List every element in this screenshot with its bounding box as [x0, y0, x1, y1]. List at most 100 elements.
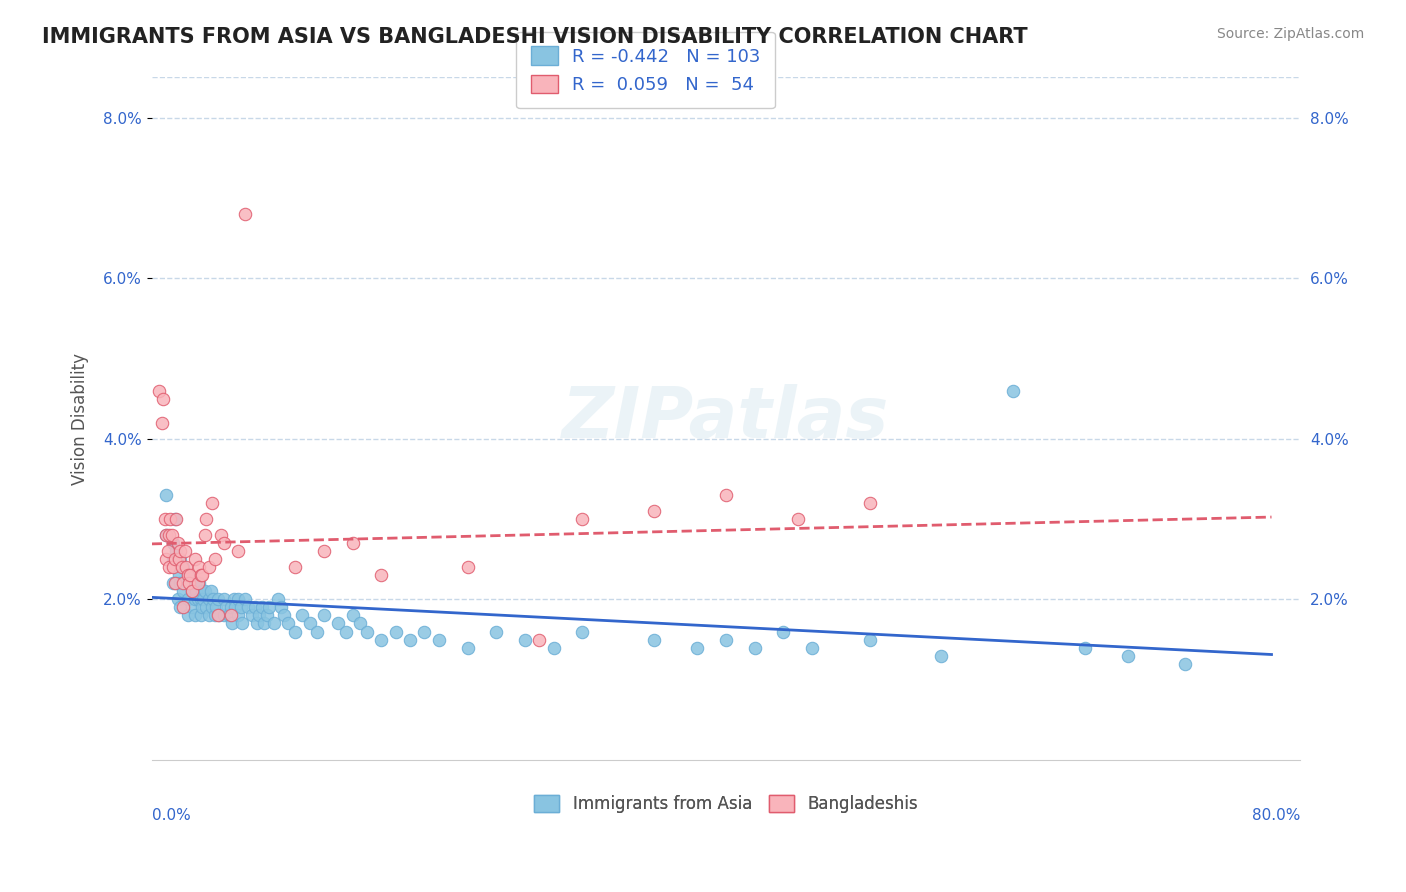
Point	[233, 207, 256, 221]
Point	[152, 392, 174, 406]
Point	[370, 632, 392, 647]
Point	[184, 592, 207, 607]
Text: 80.0%: 80.0%	[1251, 808, 1301, 823]
Point	[267, 592, 290, 607]
Point	[212, 536, 235, 550]
Point	[233, 592, 256, 607]
Point	[166, 592, 188, 607]
Point	[163, 552, 186, 566]
Point	[155, 552, 177, 566]
Point	[312, 544, 335, 558]
Point	[328, 616, 350, 631]
Point	[273, 608, 295, 623]
Point	[177, 576, 200, 591]
Point	[270, 600, 292, 615]
Point	[513, 632, 536, 647]
Point	[174, 560, 197, 574]
Point	[187, 576, 209, 591]
Point	[200, 584, 222, 599]
Point	[399, 632, 422, 647]
Point	[165, 544, 187, 558]
Point	[205, 600, 228, 615]
Point	[226, 544, 249, 558]
Point	[219, 608, 242, 623]
Point	[212, 608, 235, 623]
Point	[163, 512, 186, 526]
Point	[181, 584, 204, 599]
Point	[215, 600, 238, 615]
Point	[155, 528, 177, 542]
Point	[177, 576, 200, 591]
Point	[253, 616, 276, 631]
Point	[571, 624, 593, 639]
Point	[243, 600, 266, 615]
Point	[457, 640, 479, 655]
Point	[169, 544, 191, 558]
Point	[202, 592, 225, 607]
Point	[786, 512, 808, 526]
Point	[226, 592, 249, 607]
Point	[714, 488, 737, 502]
Point	[413, 624, 436, 639]
Point	[356, 624, 378, 639]
Point	[172, 584, 194, 599]
Point	[166, 536, 188, 550]
Point	[188, 576, 211, 591]
Point	[167, 568, 190, 582]
Point	[162, 536, 184, 550]
Point	[201, 600, 224, 615]
Point	[207, 592, 229, 607]
Point	[226, 608, 249, 623]
Point	[181, 584, 204, 599]
Point	[247, 608, 270, 623]
Point	[312, 608, 335, 623]
Point	[187, 592, 209, 607]
Point	[801, 640, 824, 655]
Point	[162, 560, 184, 574]
Point	[457, 560, 479, 574]
Point	[305, 624, 328, 639]
Point	[342, 536, 364, 550]
Point	[259, 600, 281, 615]
Point	[212, 592, 235, 607]
Point	[291, 608, 314, 623]
Point	[188, 560, 211, 574]
Point	[208, 608, 231, 623]
Point	[173, 544, 195, 558]
Point	[643, 504, 665, 518]
Point	[335, 624, 357, 639]
Point	[156, 544, 179, 558]
Point	[153, 512, 176, 526]
Point	[231, 616, 253, 631]
Point	[184, 576, 207, 591]
Point	[209, 528, 232, 542]
Point	[284, 560, 307, 574]
Y-axis label: Vision Disability: Vision Disability	[72, 352, 89, 484]
Point	[427, 632, 450, 647]
Point	[219, 600, 242, 615]
Point	[166, 552, 188, 566]
Point	[190, 608, 212, 623]
Point	[342, 608, 364, 623]
Point	[169, 576, 191, 591]
Point	[186, 584, 208, 599]
Point	[204, 608, 226, 623]
Point	[198, 592, 221, 607]
Point	[643, 632, 665, 647]
Point	[190, 592, 212, 607]
Point	[155, 488, 177, 502]
Point	[148, 384, 170, 398]
Point	[198, 560, 221, 574]
Point	[298, 616, 321, 631]
Point	[169, 600, 191, 615]
Point	[1174, 657, 1197, 671]
Point	[1074, 640, 1097, 655]
Text: Source: ZipAtlas.com: Source: ZipAtlas.com	[1216, 27, 1364, 41]
Point	[191, 600, 214, 615]
Point	[229, 600, 252, 615]
Point	[184, 608, 207, 623]
Point	[686, 640, 709, 655]
Point	[201, 496, 224, 510]
Point	[169, 552, 191, 566]
Point	[204, 552, 226, 566]
